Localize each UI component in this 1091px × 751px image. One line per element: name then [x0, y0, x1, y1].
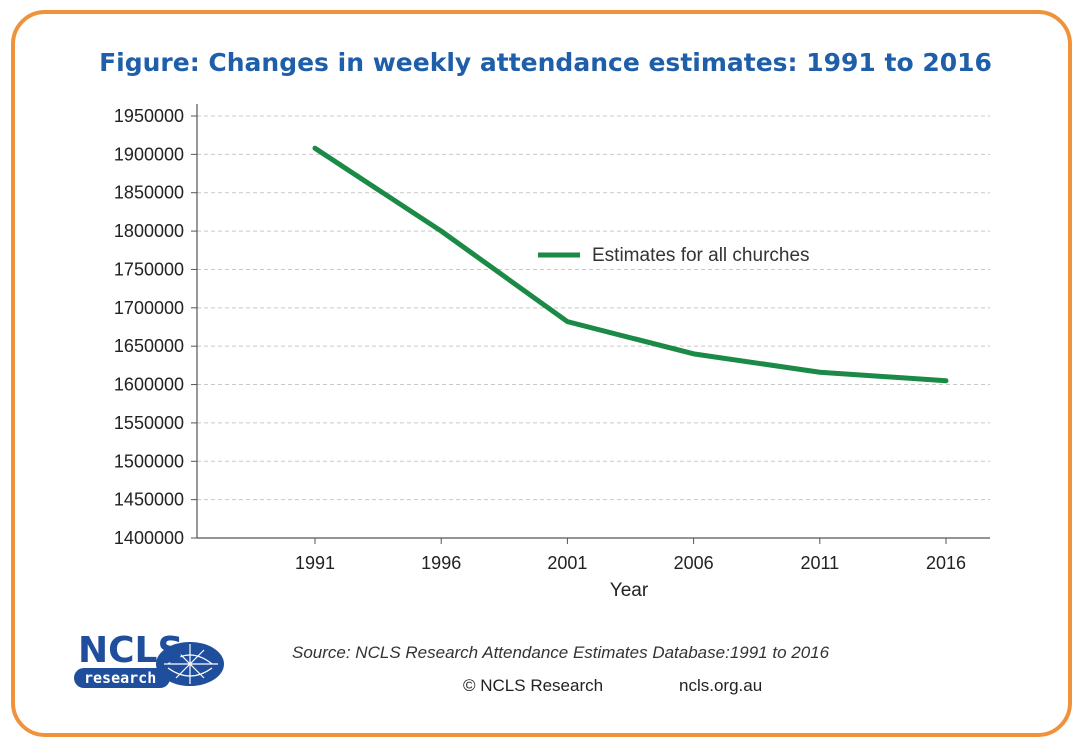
y-tick-label: 1850000 [114, 183, 184, 203]
y-tick-label: 1800000 [114, 221, 184, 241]
ncls-logo: NCLS research [72, 626, 232, 696]
x-tick-label: 2011 [800, 553, 839, 573]
y-tick-label: 1650000 [114, 336, 184, 356]
website-link[interactable]: ncls.org.au [679, 676, 763, 695]
x-axis-title: Year [610, 580, 649, 601]
y-tick-label: 1600000 [114, 375, 184, 395]
y-tick-label: 1500000 [114, 451, 184, 471]
x-tick-label: 2006 [674, 553, 714, 573]
logo-text-sub: research [84, 669, 156, 687]
y-tick-label: 1550000 [114, 413, 184, 433]
y-tick-label: 1950000 [114, 106, 184, 126]
y-tick-label: 1900000 [114, 144, 184, 164]
logo-text-main: NCLS [78, 630, 183, 671]
source-note: Source: NCLS Research Attendance Estimat… [292, 643, 830, 662]
y-tick-label: 1400000 [114, 528, 184, 548]
figure-frame [11, 10, 1072, 737]
chart-title: Figure: Changes in weekly attendance est… [99, 48, 992, 77]
x-tick-label: 1996 [421, 553, 461, 573]
x-tick-label: 1991 [295, 553, 335, 573]
y-tick-label: 1450000 [114, 490, 184, 510]
legend-label: Estimates for all churches [592, 245, 810, 266]
x-tick-label: 2001 [547, 553, 587, 573]
x-tick-label: 2016 [926, 553, 966, 573]
y-tick-label: 1700000 [114, 298, 184, 318]
y-tick-label: 1750000 [114, 259, 184, 279]
copyright-note: © NCLS Research [463, 676, 604, 695]
logo-globe-icon [156, 642, 224, 686]
series-line [312, 145, 949, 384]
